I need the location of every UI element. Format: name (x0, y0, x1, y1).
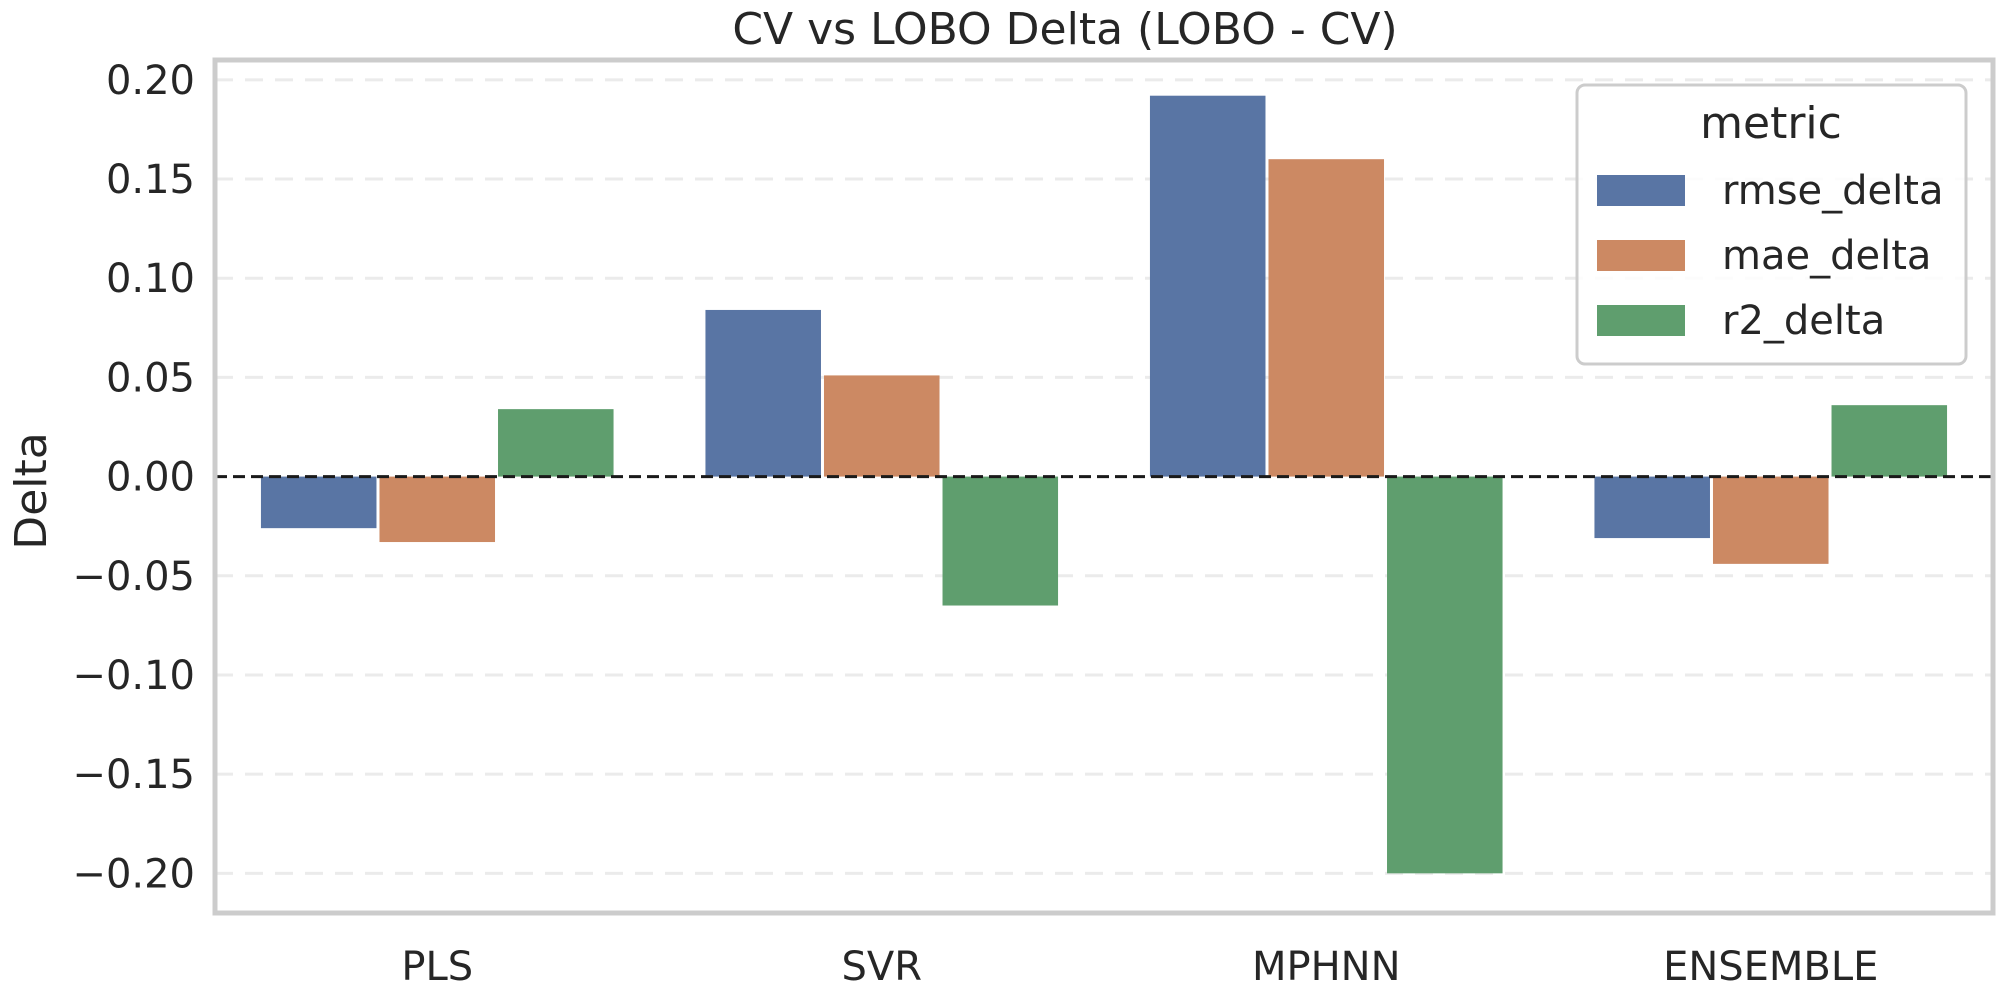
y-tick-label: 0.10 (106, 256, 195, 302)
y-tick-label: −0.10 (72, 653, 195, 699)
bar-mae_delta-mphnn (1268, 159, 1385, 477)
x-tick-label-mphnn: MPHNN (1252, 944, 1401, 990)
bar-rmse_delta-ensemble (1594, 476, 1710, 539)
bar-r2_delta-pls (498, 409, 614, 477)
x-tick-labels: PLS SVR MPHNN ENSEMBLE (401, 944, 1878, 990)
bar-rmse_delta-pls (260, 476, 377, 529)
bar-rmse_delta-svr (705, 309, 821, 477)
bar-mae_delta-pls (379, 476, 496, 543)
y-tick-label: −0.20 (72, 851, 195, 897)
y-axis-label: Delta (6, 432, 57, 549)
legend-swatch-rmse_delta (1597, 175, 1685, 206)
legend-title: metric (1700, 98, 1842, 149)
y-tick-label: 0.05 (106, 355, 195, 401)
legend-swatch-r2_delta (1597, 305, 1685, 336)
y-tick-label: 0.20 (106, 58, 195, 104)
y-tick-label: −0.15 (72, 752, 195, 798)
y-tick-label: 0.00 (106, 455, 195, 501)
y-tick-label: −0.05 (72, 554, 195, 600)
legend-label-r2_delta: r2_delta (1722, 298, 1885, 344)
chart-title: CV vs LOBO Delta (LOBO - CV) (732, 4, 1397, 55)
x-tick-label-pls: PLS (401, 944, 473, 990)
bar-mae_delta-svr (823, 375, 940, 477)
bar-mae_delta-ensemble (1712, 476, 1829, 564)
x-tick-label-ensemble: ENSEMBLE (1663, 944, 1878, 990)
bar-r2_delta-svr (942, 476, 1059, 606)
y-tick-labels: −0.20 −0.15 −0.10 −0.05 0.00 0.05 0.10 0.15 0.20 (72, 58, 195, 897)
bar-rmse_delta-mphnn (1149, 95, 1266, 477)
legend-label-mae_delta: mae_delta (1722, 233, 1931, 279)
legend-swatch-mae_delta (1597, 240, 1685, 271)
y-tick-label: 0.15 (106, 157, 195, 203)
bar-r2_delta-ensemble (1831, 405, 1948, 477)
bars (260, 95, 1948, 874)
legend: metric rmse_delta mae_delta r2_delta (1575, 83, 1968, 366)
bar-r2_delta-mphnn (1387, 476, 1503, 874)
legend-box (1575, 83, 1968, 366)
x-tick-label-svr: SVR (841, 944, 922, 990)
plot-frame (212, 57, 1996, 916)
legend-label-rmse_delta: rmse_delta (1722, 168, 1943, 214)
